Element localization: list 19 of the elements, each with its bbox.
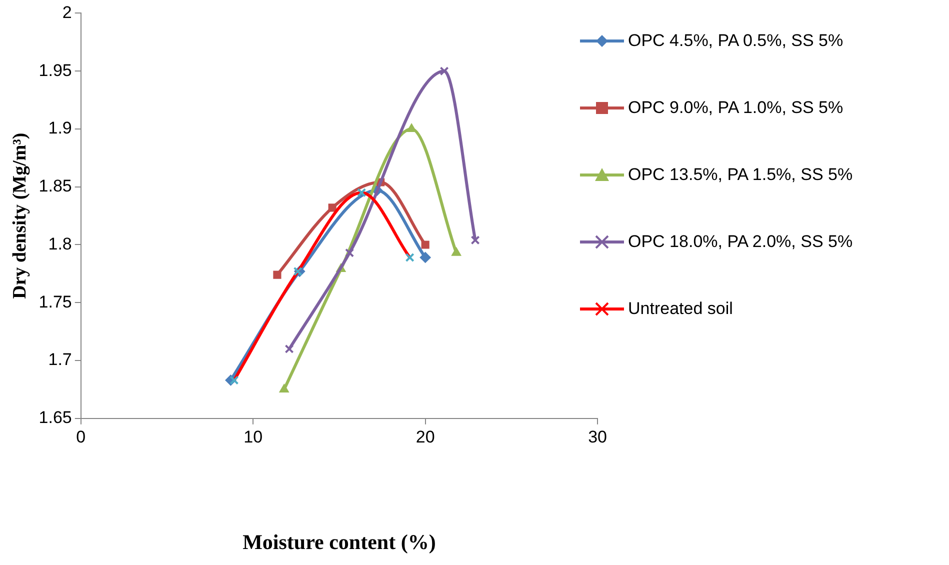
y-tick-label: 1.7 [48,350,72,370]
y-tick-label: 1.75 [38,292,72,312]
y-tick-label: 2 [62,2,72,22]
y-axis-title: Dry density (Mg/m³) [9,132,30,299]
x-tick-label: 0 [76,427,86,446]
x-tick-label: 30 [588,427,608,446]
legend-label: OPC 18.0%, PA 2.0%, SS 5% [628,232,853,252]
y-tick-label: 1.8 [48,234,72,254]
y-tick-label: 1.65 [38,408,72,428]
legend-label: OPC 13.5%, PA 1.5%, SS 5% [628,165,853,185]
legend-label: OPC 9.0%, PA 1.0%, SS 5% [628,98,844,118]
y-tick-label: 1.95 [38,60,72,80]
y-tick-label: 1.85 [38,176,72,196]
x-tick-label: 20 [416,427,435,446]
x-tick-label: 10 [244,427,263,446]
legend-label: OPC 4.5%, PA 0.5%, SS 5% [628,31,844,51]
x-axis-title: Moisture content (%) [242,530,436,554]
legend-label: Untreated soil [628,299,733,319]
y-tick-label: 1.9 [48,118,72,138]
